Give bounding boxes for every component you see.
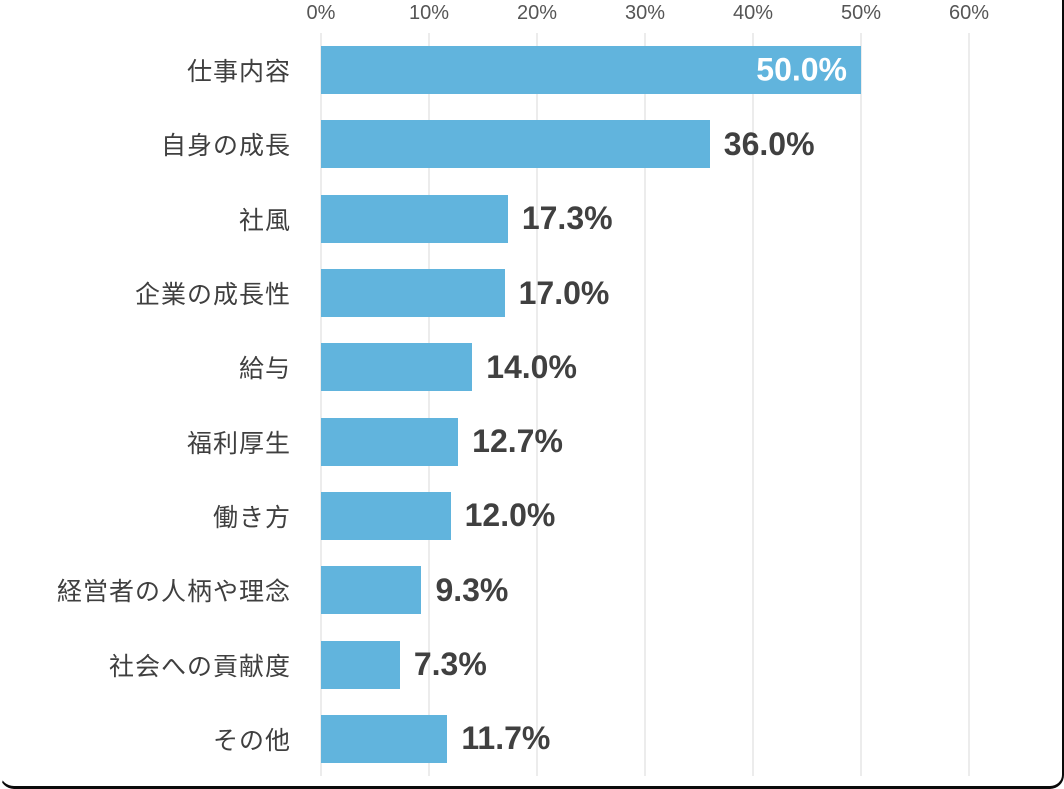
bar-row: 自身の成長 36.0% (161, 107, 969, 181)
bar (321, 640, 400, 689)
bar-row: 働き方 12.0% (213, 479, 969, 553)
value-label: 7.3% (413, 646, 487, 683)
value-label: 12.7% (472, 423, 563, 460)
category-label: 福利厚生 (186, 429, 291, 458)
value-label: 12.0% (464, 497, 556, 534)
bar (321, 343, 473, 392)
bar (321, 714, 448, 763)
value-label: 11.7% (461, 720, 551, 757)
bar-row: 企業の成長性 17.0% (135, 256, 969, 330)
value-label: 14.0% (486, 348, 577, 385)
bar (321, 491, 451, 540)
plot-area (320, 33, 970, 776)
gridline-0 (320, 33, 322, 776)
bar (321, 417, 459, 466)
value-label: 17.0% (518, 274, 610, 311)
x-tick-60: 60% (948, 2, 990, 24)
category-label: 自身の成長 (160, 132, 291, 161)
category-label: 企業の成長性 (134, 281, 291, 310)
x-tick-30: 30% (624, 2, 666, 24)
x-tick-10: 10% (408, 2, 450, 24)
gridline-30 (644, 33, 646, 776)
bar-row: 経営者の人柄や理念 9.3% (57, 553, 969, 627)
category-label: 仕事内容 (186, 58, 291, 87)
bar-row: 社風 17.3% (239, 182, 969, 256)
bar-row: 仕事内容 50.0% (187, 33, 969, 107)
category-label: 社風 (238, 206, 291, 235)
bar (321, 269, 505, 318)
bar-row: その他 11.7% (213, 702, 969, 776)
bar-row: 福利厚生 12.7% (187, 404, 969, 478)
x-tick-50: 50% (840, 2, 881, 24)
bar-row: 社会への貢献度 7.3% (109, 627, 969, 701)
gridline-40 (752, 33, 754, 776)
bar: 50.0% (321, 46, 861, 95)
category-label: 働き方 (212, 503, 291, 532)
value-label: 50.0% (756, 51, 847, 88)
value-label: 17.3% (521, 200, 613, 237)
gridline-20 (536, 33, 538, 776)
bar-row: 給与 14.0% (239, 330, 969, 404)
value-label: 9.3% (435, 571, 509, 608)
bar (321, 120, 710, 169)
gridline-60 (968, 33, 970, 776)
x-axis: 0% 10% 20% 30% 40% 50% 60% (307, 2, 989, 30)
bar (321, 566, 422, 615)
x-tick-40: 40% (732, 2, 774, 24)
gridline-10 (428, 33, 430, 776)
x-tick-0: 0% (306, 2, 336, 24)
x-tick-20: 20% (516, 2, 557, 24)
category-label: その他 (212, 726, 291, 755)
category-label: 社会への貢献度 (108, 652, 291, 681)
value-label: 36.0% (723, 125, 815, 162)
bar (321, 194, 508, 243)
category-label: 給与 (238, 355, 291, 384)
gridline-50 (860, 33, 862, 776)
category-label: 経営者の人柄や理念 (56, 578, 291, 607)
bars-container: 仕事内容 50.0% 自身の成長 36.0% 社風 17.3% 企業の成長性 1… (57, 33, 969, 776)
